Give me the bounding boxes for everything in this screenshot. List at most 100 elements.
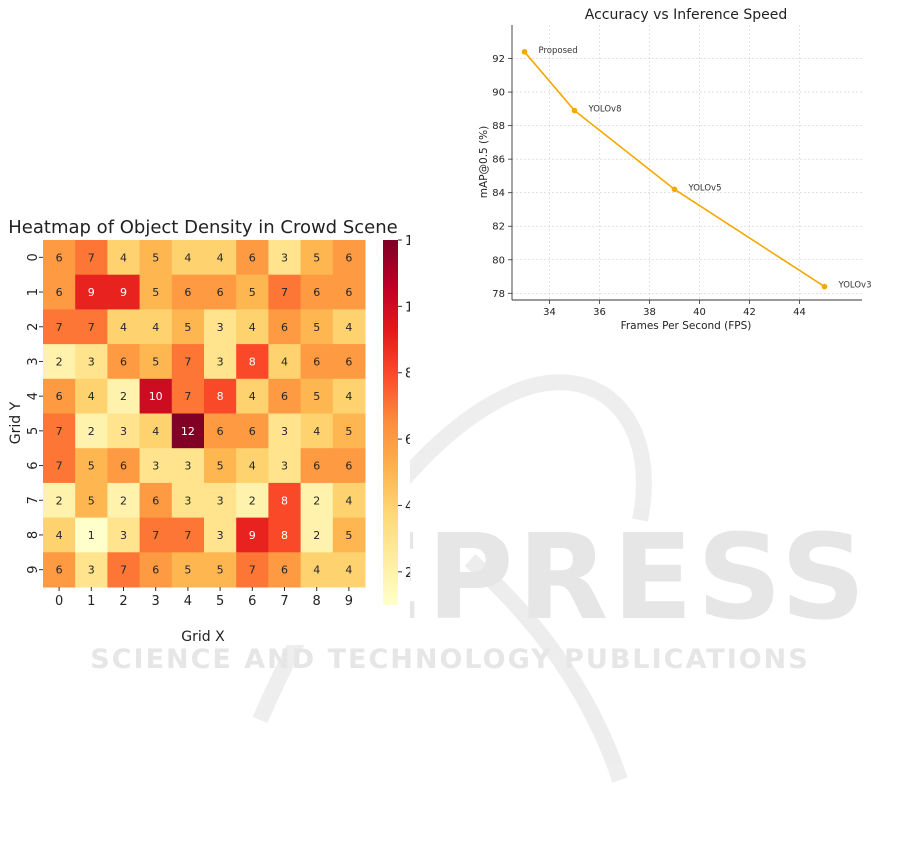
heatmap-y-tick-label: 3 — [26, 357, 41, 365]
heatmap-cell — [332, 240, 366, 276]
heatmap-cell-label: 6 — [345, 355, 352, 368]
colorbar-bar — [383, 240, 398, 605]
heatmap-cell — [171, 517, 205, 553]
heatmap-cell-label: 3 — [217, 494, 224, 507]
heatmap-cell-label: 7 — [152, 529, 159, 542]
heatmap-cell-label: 6 — [313, 460, 320, 473]
heatmap-cell — [236, 240, 269, 276]
heatmap-cell-label: 4 — [249, 390, 256, 403]
heatmap-ylabel: Grid Y — [8, 401, 24, 444]
heatmap-cell-label: 6 — [313, 355, 320, 368]
heatmap-x-tick-label: 0 — [55, 594, 63, 609]
heatmap-y-tick-label: 8 — [26, 531, 41, 539]
heatmap-cell-label: 6 — [152, 564, 159, 577]
heatmap-cell — [300, 413, 334, 449]
heatmap-cell-label: 7 — [281, 286, 288, 299]
heatmap-cell-label: 4 — [249, 460, 256, 473]
heatmap-cell — [75, 552, 108, 588]
heatmap-cell — [107, 240, 141, 276]
heatmap-cell-label: 4 — [120, 321, 127, 334]
heatmap-cell — [107, 378, 141, 414]
heatmap-cell — [139, 413, 173, 449]
heatmap-cell-label: 6 — [249, 425, 256, 438]
heatmap-cell — [332, 378, 366, 414]
heatmap-cell-label: 3 — [217, 529, 224, 542]
heatmap-cell-label: 2 — [56, 355, 63, 368]
heatmap-xlabel: Grid X — [181, 629, 225, 645]
heatmap-cell — [332, 448, 366, 484]
heatmap-cell-label: 9 — [249, 529, 256, 542]
heatmap-cell-label: 2 — [313, 529, 320, 542]
heatmap-panel: Heatmap of Object Density in Crowd Scene… — [0, 205, 422, 645]
heatmap-cell — [43, 240, 76, 276]
heatmap-x-tick-label: 8 — [313, 594, 321, 609]
heatmap-cell-label: 4 — [56, 529, 63, 542]
heatmap-cell-label: 5 — [88, 494, 95, 507]
heatmap-cell — [75, 517, 108, 553]
heatmap-cell-label: 10 — [149, 390, 163, 403]
heatmap-cell-label: 5 — [88, 460, 95, 473]
heatmap-cell — [268, 344, 302, 380]
colorbar-tick-label: 10 — [405, 300, 410, 315]
heatmap-cell — [139, 517, 173, 553]
heatmap-cell-label: 7 — [184, 355, 191, 368]
heatmap-cell — [332, 274, 366, 310]
heatmap-x-tick-label: 4 — [184, 594, 192, 609]
heatmap-cell-label: 6 — [249, 251, 256, 264]
line-chart: Accuracy vs Inference Speed Frames Per S… — [478, 7, 872, 332]
heatmap-cell-label: 7 — [56, 460, 63, 473]
heatmap-y-tick-label: 2 — [26, 323, 41, 331]
heatmap-cell — [236, 552, 269, 588]
colorbar-tick-label: 6 — [405, 433, 410, 448]
heatmap-cell — [204, 413, 237, 449]
heatmap-cell — [75, 448, 108, 484]
heatmap-cell-label: 7 — [88, 251, 95, 264]
line-y-tick-label: 84 — [492, 188, 505, 199]
heatmap-y-tick-label: 4 — [26, 392, 41, 400]
line-point-label: Proposed — [539, 46, 578, 56]
heatmap-cell-label: 2 — [120, 390, 127, 403]
heatmap-cell — [300, 482, 334, 519]
heatmap-cell-label: 3 — [184, 460, 191, 473]
line-y-tick-label: 80 — [492, 255, 505, 266]
heatmap-cell — [204, 482, 237, 519]
heatmap-cell-label: 6 — [217, 425, 224, 438]
heatmap-cell-label: 5 — [184, 564, 191, 577]
heatmap-cell — [268, 448, 302, 484]
heatmap-cell — [75, 274, 108, 310]
heatmap-cell — [204, 517, 237, 553]
line-y-tick-label: 78 — [492, 289, 505, 300]
heatmap-cell-label: 7 — [88, 321, 95, 334]
heatmap-cell — [139, 274, 173, 310]
line-series-path — [523, 51, 825, 288]
heatmap-cell — [75, 240, 108, 276]
heatmap-cell — [43, 552, 76, 588]
heatmap-cell — [268, 552, 302, 588]
line-point-label: YOLOv8 — [588, 105, 622, 115]
watermark-tagline: SCIENCE AND TECHNOLOGY PUBLICATIONS — [90, 644, 809, 675]
heatmap-cell-label: 2 — [56, 494, 63, 507]
heatmap-cell-label: 4 — [313, 425, 320, 438]
heatmap-cell-label: 6 — [281, 564, 288, 577]
heatmap-x-tick-label: 7 — [280, 594, 288, 609]
heatmap-cell — [107, 344, 141, 380]
colorbar-tick-label: 8 — [405, 367, 410, 382]
heatmap-cell — [268, 378, 302, 414]
line-point-label: YOLOv3 — [838, 281, 872, 291]
heatmap-x-tick-label: 9 — [345, 594, 353, 609]
line-x-tick-label: 38 — [643, 307, 656, 318]
heatmap-cell-label: 4 — [249, 321, 256, 334]
heatmap-cell-label: 5 — [345, 529, 352, 542]
heatmap-title: Heatmap of Object Density in Crowd Scene — [8, 217, 397, 238]
line-point — [671, 186, 678, 193]
heatmap-cell-label: 4 — [88, 390, 95, 403]
heatmap-cell — [107, 552, 141, 588]
line-point-label: YOLOv5 — [688, 183, 722, 193]
heatmap-cell — [43, 448, 76, 484]
heatmap-cell-label: 5 — [184, 321, 191, 334]
heatmap-cell — [236, 274, 269, 310]
heatmap-cell-label: 5 — [152, 355, 159, 368]
heatmap-cell-label: 3 — [88, 564, 95, 577]
heatmap-cell-label: 5 — [217, 564, 224, 577]
heatmap-cell — [107, 413, 141, 449]
